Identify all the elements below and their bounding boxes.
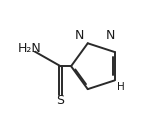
Text: N: N (105, 29, 115, 42)
Text: H₂N: H₂N (18, 42, 42, 55)
Bar (107, 32, 113, 38)
Text: H: H (117, 82, 125, 92)
Bar (57, 98, 64, 104)
Bar (24, 45, 35, 51)
Text: S: S (57, 94, 65, 107)
Text: N: N (74, 29, 84, 42)
Bar (76, 32, 82, 38)
